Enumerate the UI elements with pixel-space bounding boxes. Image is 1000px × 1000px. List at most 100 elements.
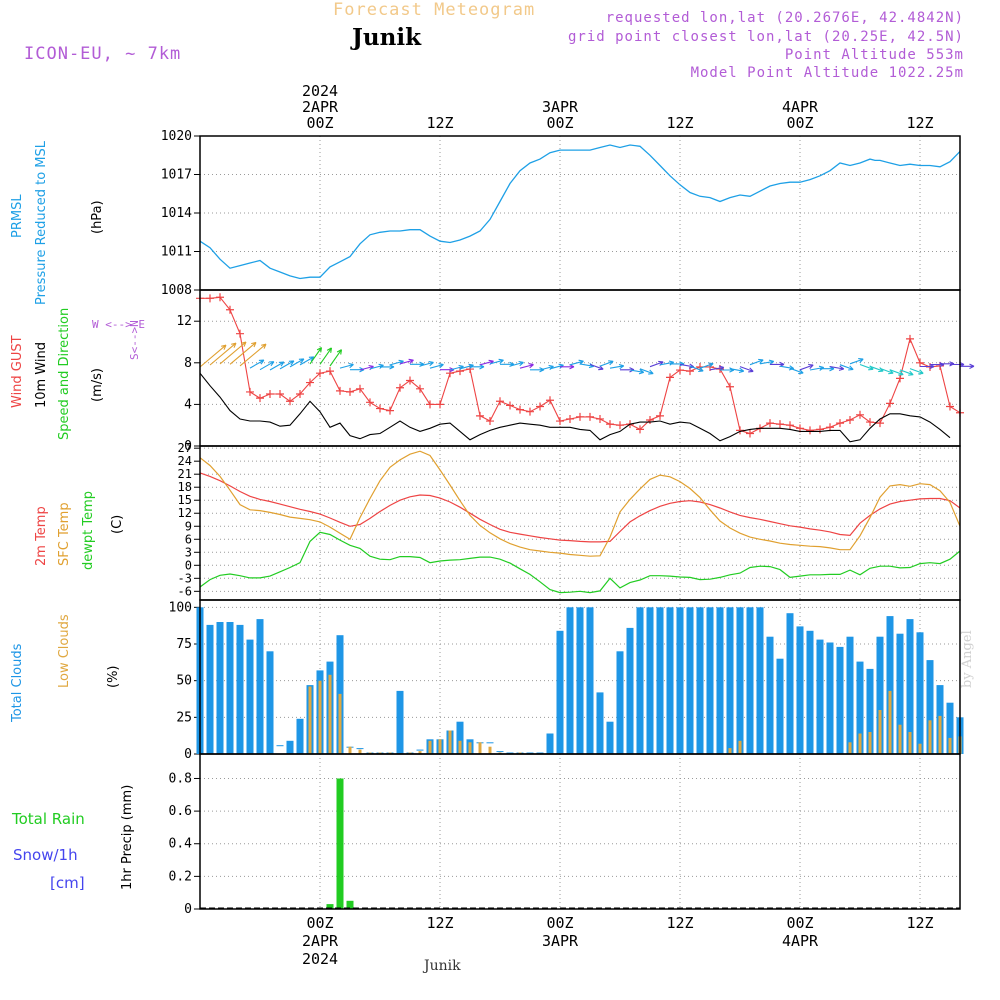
wind-arrow: [259, 361, 275, 371]
requested-coords: requested lon,lat (20.2676E, 42.4842N): [605, 10, 964, 26]
gust-marker: [746, 429, 754, 438]
total-cloud-bar: [806, 630, 814, 754]
ytick-label: 75: [176, 637, 192, 652]
total-cloud-bar: [556, 630, 564, 754]
wind-arrow: [849, 358, 864, 365]
bottom-time-label: 00Z: [546, 914, 573, 932]
total-cloud-bar: [776, 658, 784, 754]
low-cloud-bar: [318, 680, 322, 754]
gridpoint-coords: grid point closest lon,lat (20.25E, 42.5…: [567, 29, 964, 45]
gust-marker: [476, 411, 484, 420]
bottom-time-label: 12Z: [906, 914, 933, 932]
ytick-label: 18: [178, 480, 192, 494]
wind-arrow: [479, 359, 494, 366]
total-cloud-bar: [946, 702, 954, 754]
wind-arrow: [729, 367, 745, 374]
panel-frame: [199, 289, 961, 447]
ytick-label: -3: [178, 571, 192, 585]
top-time-label: 2024: [302, 82, 338, 100]
total-cloud-bar: [666, 607, 674, 754]
wind-arrow: [599, 360, 614, 367]
point-altitude: Point Altitude 553m: [784, 47, 964, 63]
low-cloud-bar: [738, 740, 742, 754]
ytick-label: 9: [185, 519, 192, 533]
gust-marker: [666, 373, 674, 382]
gust-marker: [866, 418, 874, 427]
gust-marker: [326, 367, 334, 376]
wind-arrow: [489, 358, 504, 365]
wind-arrow: [909, 368, 924, 375]
gust-marker: [236, 329, 244, 338]
gust-marker: [596, 414, 604, 423]
gust-marker: [646, 416, 654, 424]
low-cloud-bar: [448, 730, 452, 754]
gust-marker: [776, 420, 784, 429]
ytick-label: -6: [178, 584, 192, 598]
gust-marker: [856, 410, 864, 419]
total-cloud-bar: [746, 607, 754, 754]
bottom-time-label: 3APR: [542, 932, 579, 950]
gust-marker: [296, 390, 304, 398]
bottom-time-label: 2024: [302, 950, 338, 968]
gust-marker: [336, 386, 344, 395]
gust-marker: [896, 374, 904, 383]
total-cloud-bar: [296, 718, 304, 754]
low-cloud-bar: [468, 742, 472, 754]
gust-marker: [946, 402, 954, 411]
gust-marker: [276, 390, 284, 398]
wind-arrow: [269, 361, 285, 371]
wind-arrow: [309, 347, 323, 365]
gust-marker: [906, 334, 914, 343]
panel-frame: [199, 445, 961, 601]
total-cloud-bar: [626, 627, 634, 754]
wind-arrow: [249, 359, 265, 369]
low-cloud-bar: [898, 724, 902, 754]
low-cloud-bar: [348, 746, 352, 754]
ytick-label: 100: [169, 600, 192, 615]
total-cloud-bar: [866, 668, 874, 754]
wind-arrow: [239, 343, 267, 367]
gust-marker: [226, 305, 234, 314]
low-cloud-bar: [848, 742, 852, 754]
wind-arrow: [839, 364, 854, 371]
total-cloud-bar: [286, 740, 294, 754]
gust-marker: [246, 387, 254, 396]
sfc-temp-line: [199, 450, 961, 557]
ytick-label: 6: [185, 532, 192, 546]
ytick-label: 12: [178, 506, 192, 520]
low-cloud-bar: [908, 732, 912, 754]
low-cloud-bar: [868, 732, 872, 754]
wind-arrow: [359, 364, 374, 371]
total-cloud-bar: [226, 622, 234, 754]
total-cloud-bar: [506, 752, 514, 754]
gust-marker: [846, 416, 854, 424]
ytick-label: 1017: [161, 168, 192, 183]
bottom-time-label: 12Z: [666, 914, 693, 932]
total-cloud-bar: [656, 607, 664, 754]
ytick-label: 1008: [161, 283, 192, 298]
low-cloud-bar: [338, 693, 342, 754]
wind10m-line: [199, 372, 951, 443]
wind-arrow: [889, 369, 904, 376]
ytick-label: 0: [184, 747, 192, 762]
total-cloud-bar: [646, 607, 654, 754]
wind-arrow: [960, 363, 975, 369]
total-cloud-bar: [846, 636, 854, 754]
top-time-label: 2APR: [302, 98, 339, 116]
gust-marker: [356, 384, 364, 393]
footer-location: Junik: [424, 958, 461, 974]
low-cloud-bar: [328, 674, 332, 754]
low-cloud-bar: [478, 742, 482, 754]
total-cloud-bar: [546, 733, 554, 754]
low-cloud-bar: [948, 737, 952, 754]
low-cloud-bar: [858, 733, 862, 754]
gust-marker: [396, 383, 404, 392]
low-cloud-bar: [928, 720, 932, 754]
bottom-time-label: 2APR: [302, 932, 339, 950]
top-time-label: 12Z: [426, 114, 453, 132]
gust-marker: [306, 378, 314, 387]
total-cloud-bar: [826, 642, 834, 754]
gust-marker: [386, 406, 394, 415]
total-cloud-bar: [216, 622, 224, 754]
wind-arrow: [199, 344, 227, 368]
